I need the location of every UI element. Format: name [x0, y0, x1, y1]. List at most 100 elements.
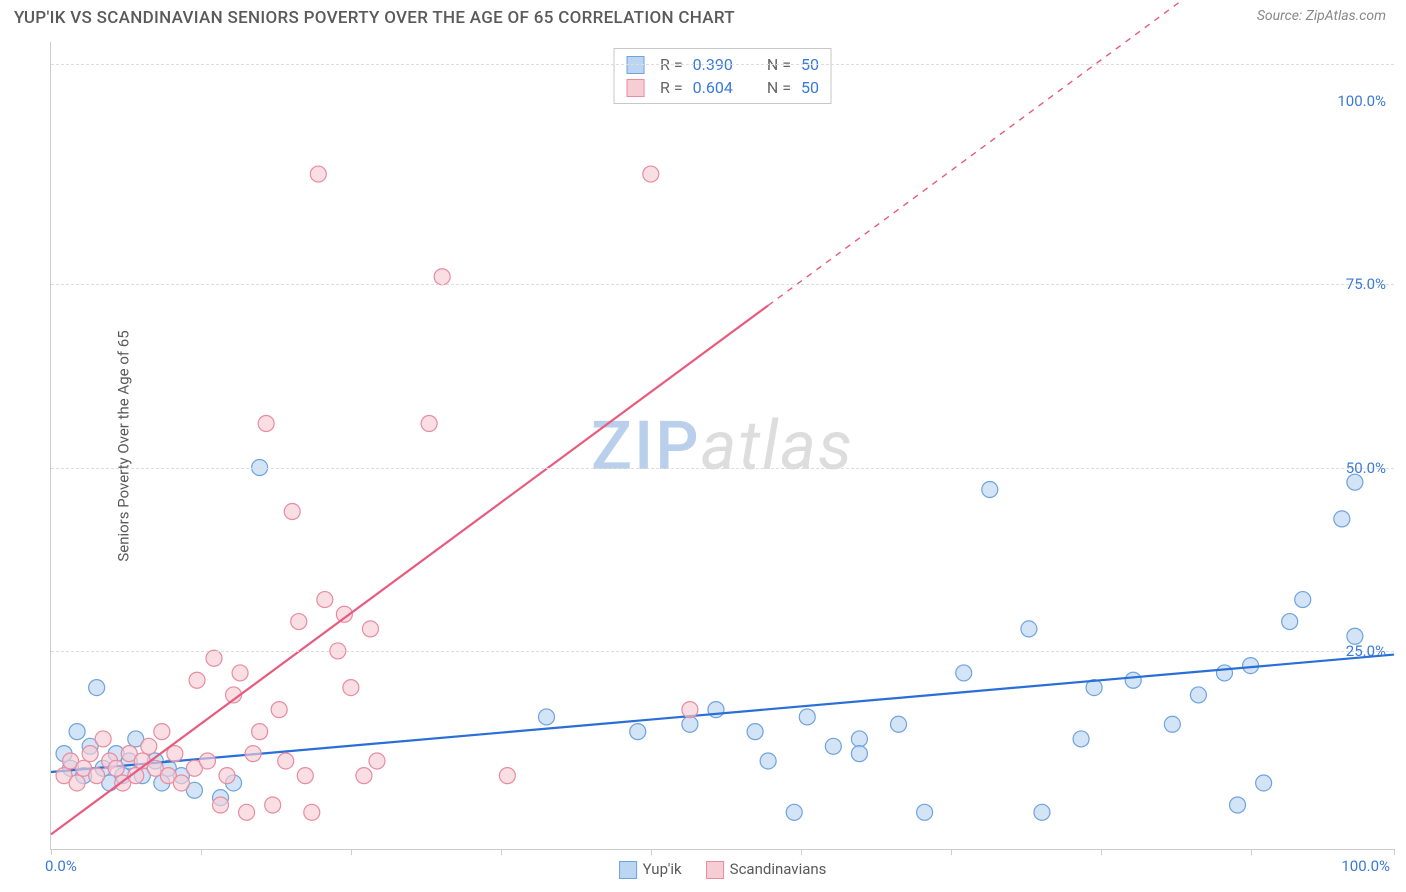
data-point	[239, 804, 255, 820]
x-tick	[651, 849, 652, 855]
chart-header: YUP'IK VS SCANDINAVIAN SENIORS POVERTY O…	[0, 0, 1406, 34]
r-label: R =	[660, 78, 683, 97]
legend-swatch	[706, 861, 724, 879]
trend-line	[51, 305, 768, 834]
data-point	[1282, 614, 1298, 630]
legend-label: Scandinavians	[730, 860, 827, 878]
data-point	[499, 768, 515, 784]
n-value: 50	[801, 78, 819, 97]
correlation-legend: R = 0.390N = 50R = 0.604N = 50	[613, 48, 832, 104]
y-tick-label: 75.0%	[1346, 275, 1386, 293]
data-point	[271, 702, 287, 718]
data-point	[1034, 804, 1050, 820]
data-point	[851, 746, 867, 762]
r-value: 0.604	[693, 78, 733, 97]
data-point	[982, 482, 998, 498]
gridline	[51, 284, 1394, 285]
source-name: ZipAtlas.com	[1306, 8, 1386, 24]
data-point	[219, 768, 235, 784]
data-point	[630, 724, 646, 740]
gridline	[51, 651, 1394, 652]
data-point	[173, 775, 189, 791]
data-point	[760, 753, 776, 769]
data-point	[69, 775, 85, 791]
x-tick	[51, 849, 52, 855]
data-point	[252, 724, 268, 740]
data-point	[245, 746, 261, 762]
n-label: N =	[767, 78, 791, 97]
x-tick	[501, 849, 502, 855]
x-tick	[1101, 849, 1102, 855]
data-point	[206, 650, 222, 666]
data-point	[317, 592, 333, 608]
data-point	[362, 621, 378, 637]
data-point	[682, 702, 698, 718]
data-point	[538, 709, 554, 725]
source-attribution: Source: ZipAtlas.com	[1257, 8, 1386, 24]
data-point	[1164, 716, 1180, 732]
legend-label: Yup'ik	[643, 860, 682, 878]
data-point	[1230, 797, 1246, 813]
data-point	[786, 804, 802, 820]
data-point	[682, 716, 698, 732]
data-point	[291, 614, 307, 630]
data-point	[89, 680, 105, 696]
x-tick	[351, 849, 352, 855]
correlation-legend-row: R = 0.604 N = 50	[626, 76, 819, 99]
source-prefix: Source:	[1257, 8, 1306, 24]
data-point	[284, 504, 300, 520]
legend-swatch	[619, 861, 637, 879]
data-point	[1295, 592, 1311, 608]
x-tick-label: 100.0%	[1341, 857, 1390, 875]
data-point	[154, 724, 170, 740]
data-point	[917, 804, 933, 820]
data-point	[199, 753, 215, 769]
data-point	[82, 746, 98, 762]
data-point	[956, 665, 972, 681]
data-point	[747, 724, 763, 740]
series-legend: Yup'ik Scandinavians	[619, 860, 827, 879]
data-point	[356, 768, 372, 784]
data-point	[108, 760, 124, 776]
data-point	[69, 724, 85, 740]
y-tick-label: 100.0%	[1337, 92, 1386, 110]
data-point	[1334, 511, 1350, 527]
data-point	[434, 269, 450, 285]
y-tick-label: 50.0%	[1346, 459, 1386, 477]
data-point	[1073, 731, 1089, 747]
data-point	[891, 716, 907, 732]
data-point	[825, 738, 841, 754]
x-tick	[951, 849, 952, 855]
data-point	[95, 731, 111, 747]
x-tick	[1394, 849, 1395, 855]
data-point	[343, 680, 359, 696]
y-tick-label: 25.0%	[1346, 642, 1386, 660]
trend-line-dashed	[768, 0, 1394, 305]
data-point	[369, 753, 385, 769]
x-tick	[801, 849, 802, 855]
data-point	[265, 797, 281, 813]
data-point	[310, 166, 326, 182]
x-tick	[201, 849, 202, 855]
data-point	[232, 665, 248, 681]
x-tick	[1251, 849, 1252, 855]
data-point	[258, 415, 274, 431]
x-tick-label: 0.0%	[45, 857, 77, 875]
data-point	[1125, 672, 1141, 688]
scatter-chart: ZIPatlas R = 0.390N = 50R = 0.604N = 50 …	[50, 42, 1394, 850]
data-point	[1256, 775, 1272, 791]
data-point	[141, 738, 157, 754]
plot-svg	[51, 42, 1394, 849]
legend-item: Yup'ik	[619, 860, 682, 879]
gridline	[51, 64, 1394, 65]
legend-swatch	[626, 79, 644, 97]
data-point	[89, 768, 105, 784]
data-point	[1216, 665, 1232, 681]
data-point	[213, 797, 229, 813]
data-point	[1190, 687, 1206, 703]
data-point	[421, 415, 437, 431]
gridline	[51, 468, 1394, 469]
data-point	[1021, 621, 1037, 637]
data-point	[278, 753, 294, 769]
data-point	[297, 768, 313, 784]
